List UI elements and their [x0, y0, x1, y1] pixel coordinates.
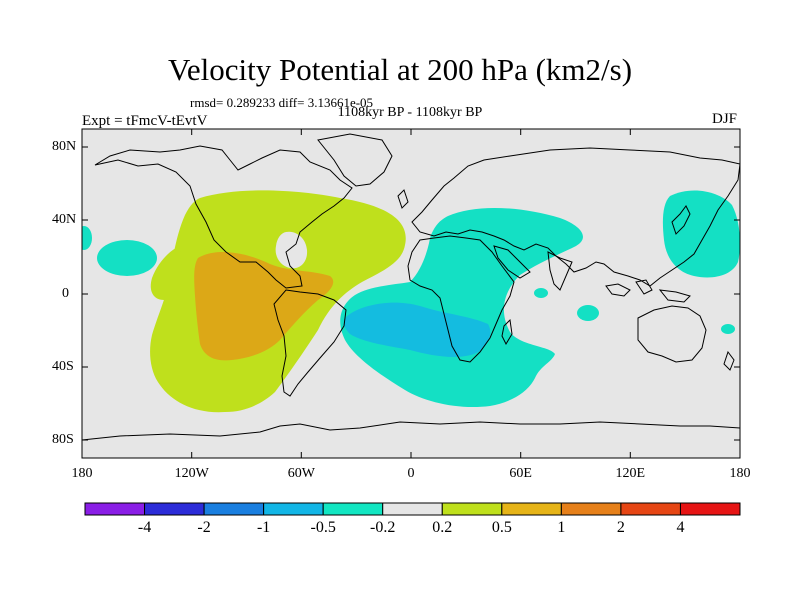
colorbar-tick-label: -4 — [137, 519, 152, 536]
colorbar-segment — [322, 502, 384, 516]
y-tick-label: 40N — [52, 212, 77, 227]
axis-ticks — [82, 129, 740, 458]
colorbar-segment — [441, 502, 503, 516]
colorbar-tick-label: 4 — [676, 519, 685, 536]
positive-core-south-america — [194, 251, 334, 361]
x-tick-label: 120W — [174, 466, 209, 481]
y-tick-label: 80N — [52, 139, 77, 154]
y-tick-label: 0 — [62, 286, 69, 301]
colorbar-segment — [679, 502, 741, 516]
negative-blob-pacific — [97, 240, 157, 276]
colorbar-segment — [620, 502, 681, 516]
x-tick-label: 0 — [407, 466, 415, 481]
x-tick-label: 60W — [287, 466, 315, 481]
coastlines — [82, 133, 740, 441]
x-tick-label: 60E — [509, 466, 532, 481]
y-tick-label: 40S — [52, 359, 74, 374]
negative-blob-indian — [534, 288, 548, 298]
colorbar-segment — [382, 502, 443, 516]
colorbar-tick-label: 1 — [557, 519, 566, 536]
season-label: DJF — [712, 111, 738, 127]
negative-blob-west-edge — [82, 226, 92, 250]
experiment-label: Expt = tFmcV-tEvtV — [82, 113, 208, 129]
colorbar-tick-label: -1 — [256, 519, 271, 536]
y-tick-label: 80S — [52, 432, 74, 447]
colorbar-segment — [263, 502, 324, 516]
negative-field-africa — [340, 207, 583, 408]
colorbar-segment — [560, 502, 622, 516]
colorbar-segment — [203, 502, 265, 516]
map-plot-area — [82, 129, 740, 458]
colorbar-segment — [144, 502, 205, 516]
neutral-hole-north-america — [275, 231, 308, 269]
colorbar-tick-label: -0.2 — [370, 519, 396, 536]
x-tick-label: 180 — [71, 466, 93, 481]
chart-title: Velocity Potential at 200 hPa (km2/s) — [167, 52, 633, 87]
time-range-label: 1108kyr BP - 1108kyr BP — [337, 105, 483, 120]
positive-field-west-lobe — [150, 246, 182, 300]
colorbar-tick-label: 0.2 — [432, 519, 453, 536]
negative-field-west-pacific — [662, 190, 740, 278]
colorbar — [84, 502, 741, 516]
x-tick-label: 120E — [615, 466, 646, 481]
negative-core-south-atlantic — [343, 302, 491, 357]
x-tick-label: 180 — [729, 466, 751, 481]
rmsd-subtitle: rmsd= 0.289233 diff= 3.13661e-05 — [190, 95, 374, 110]
colorbar-tick-label: -2 — [197, 519, 211, 536]
colorbar-segment — [501, 502, 562, 516]
colorbar-segment — [84, 502, 146, 516]
negative-blob-australia-east — [721, 324, 735, 334]
negative-blob-australia-west — [577, 305, 599, 321]
colorbar-tick-label: 2 — [616, 519, 625, 536]
colorbar-tick-label: -0.5 — [310, 519, 336, 536]
colorbar-tick-label: 0.5 — [491, 519, 512, 536]
